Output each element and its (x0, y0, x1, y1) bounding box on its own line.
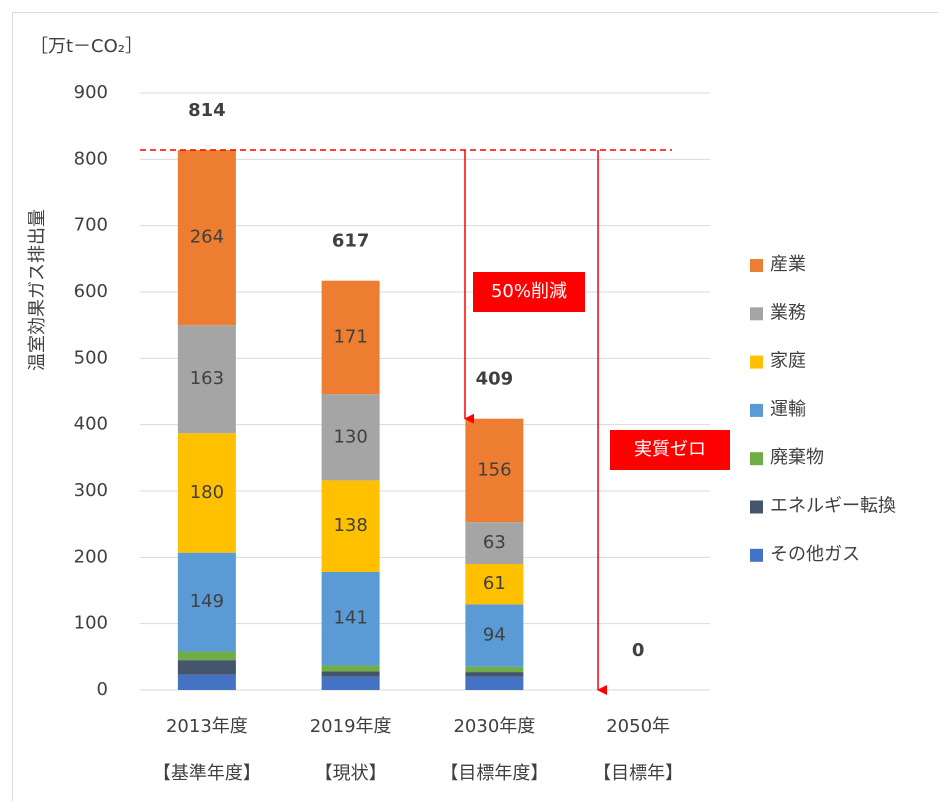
legend-label: 業務 (770, 302, 806, 323)
bar-segment (465, 666, 524, 673)
segment-label: 171 (333, 326, 367, 347)
annotation: 実質ゼロ (634, 439, 706, 460)
annotation: 50%削減 (491, 281, 567, 302)
legend-label: エネルギー転換 (770, 496, 896, 517)
segment-label: 61 (483, 573, 506, 594)
annotation-box (473, 272, 585, 312)
bar-segment (465, 522, 524, 564)
segment-label: 264 (190, 227, 224, 248)
legend-swatch (750, 500, 763, 514)
bar-segment (321, 676, 380, 690)
x-tick-note: 【目標年】 (593, 763, 683, 784)
bar-segment (321, 480, 380, 572)
y-tick-label: 800 (74, 148, 108, 169)
bar-segment (321, 280, 380, 395)
total-label: 0 (632, 640, 645, 661)
bar-segment (321, 394, 380, 481)
bar-segment (321, 671, 380, 677)
y-tick-label: 400 (74, 414, 108, 435)
bar-segment (465, 418, 524, 523)
y-axis-title: 温室効果ガス排出量 (27, 209, 48, 371)
y-unit: ［万t－CO₂］ (30, 36, 143, 57)
legend-label: 廃棄物 (770, 447, 824, 468)
y-tick-label: 300 (74, 480, 108, 501)
legend-swatch (750, 307, 763, 321)
y-tick-label: 900 (74, 82, 108, 103)
segment-label: 141 (333, 608, 367, 629)
segment-label: 63 (483, 532, 506, 553)
bar-segment (177, 325, 236, 434)
x-tick-note: 【目標年度】 (440, 763, 548, 784)
x-tick-label: 2013年度 (166, 716, 248, 737)
bar-segment (465, 604, 524, 667)
segment-label: 130 (333, 426, 367, 447)
segment-label: 149 (190, 591, 224, 612)
legend-swatch (750, 355, 763, 369)
x-tick-label: 2030年度 (453, 716, 535, 737)
bar-segment (177, 552, 236, 652)
bar-segment (177, 674, 236, 690)
segment-label: 180 (190, 482, 224, 503)
legend-swatch (750, 403, 763, 417)
segment-label: 94 (483, 625, 506, 646)
legend-label: 家庭 (770, 351, 806, 372)
bar-segment (177, 150, 236, 326)
total-label: 617 (332, 231, 370, 252)
legend-swatch (750, 548, 763, 562)
y-tick-label: 100 (74, 613, 108, 634)
x-tick-note: 【現状】 (315, 763, 387, 784)
x-tick-label: 2019年度 (310, 716, 392, 737)
y-tick-label: 500 (74, 347, 108, 368)
legend-swatch (750, 259, 763, 272)
legend-label: 産業 (770, 254, 806, 275)
bar-segment (321, 665, 380, 672)
bar-segment (321, 571, 380, 666)
bar-segment (465, 676, 524, 690)
legend-label: 運輸 (770, 399, 806, 420)
bar-segment (177, 660, 236, 675)
total-label: 409 (476, 369, 514, 390)
segment-label: 138 (333, 515, 367, 536)
bar-segment (177, 433, 236, 553)
segment-label: 163 (190, 368, 224, 389)
legend-label: その他ガス (770, 544, 860, 565)
x-tick-label: 2050年 (606, 716, 670, 737)
bar-segment (177, 651, 236, 661)
frame (12, 12, 938, 801)
y-tick-label: 700 (74, 215, 108, 236)
total-label: 814 (188, 100, 226, 121)
y-tick-label: 0 (97, 679, 108, 700)
annotation-box (610, 430, 730, 470)
legend-swatch (750, 452, 763, 466)
segment-label: 156 (477, 459, 511, 480)
bar-segment (465, 563, 524, 605)
x-tick-note: 【基準年度】 (153, 763, 261, 784)
bar-segment (465, 672, 524, 677)
y-tick-label: 600 (74, 281, 108, 302)
y-tick-label: 200 (74, 546, 108, 567)
